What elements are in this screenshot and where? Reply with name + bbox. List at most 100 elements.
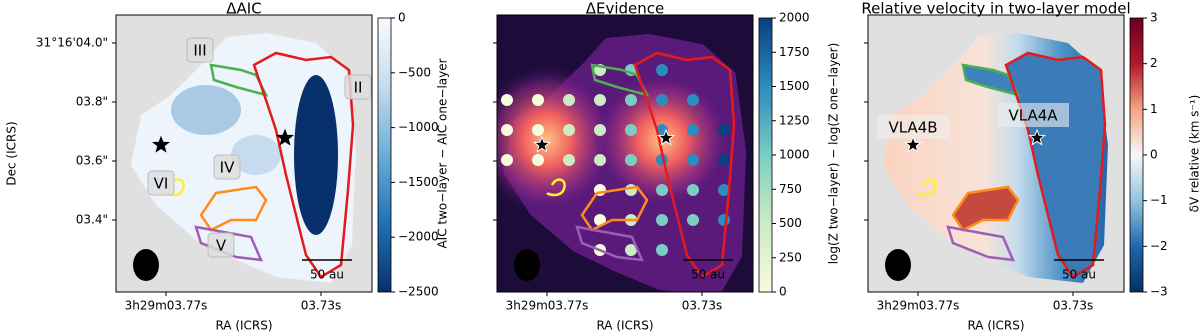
evidence-dot xyxy=(718,154,730,166)
source-label-box xyxy=(877,115,949,139)
colorbar xyxy=(1129,17,1144,293)
star xyxy=(533,135,551,153)
star xyxy=(657,128,675,146)
colorbar-tick-label: −1500 xyxy=(398,175,439,189)
region-tag: II xyxy=(354,79,363,97)
axes-frame xyxy=(867,14,1125,293)
evidence-dot xyxy=(656,184,668,196)
map-patch xyxy=(171,85,241,135)
colorbar-tick-label: 250 xyxy=(779,250,802,264)
evidence-dot xyxy=(594,94,606,106)
colorbar-label: δV relative (km s⁻¹) xyxy=(1188,95,1200,213)
region-contour xyxy=(194,225,264,262)
region-contour xyxy=(252,51,355,279)
colorbar-tick-label: 1750 xyxy=(779,45,810,59)
evidence-dot xyxy=(687,124,699,136)
region-contour xyxy=(633,51,736,279)
region-tag-box xyxy=(147,170,175,196)
evidence-dot xyxy=(501,154,513,166)
map-patch xyxy=(963,65,1018,95)
evidence-dot xyxy=(625,124,637,136)
colorbar-label: AIC two−layer − AIC one−layer xyxy=(436,58,450,248)
y-tick-label: 03.8" xyxy=(76,95,108,109)
evidence-dot xyxy=(656,64,668,76)
evidence-dot xyxy=(563,154,575,166)
evidence-dot xyxy=(594,154,606,166)
evidence-dot xyxy=(718,214,730,226)
region-tag-box xyxy=(213,154,241,180)
region-contour xyxy=(946,225,1016,262)
evidence-dot xyxy=(532,94,544,106)
y-axis-label: Dec (ICRS) xyxy=(5,121,19,185)
region-tag: V xyxy=(216,237,227,255)
region-tag-box xyxy=(186,37,214,63)
colorbar-tick-label: 1000 xyxy=(779,148,810,162)
map-patch xyxy=(294,75,338,235)
beam xyxy=(885,249,911,281)
region-contour xyxy=(546,178,566,197)
colorbar-tick-label: 1500 xyxy=(779,79,810,93)
x-axis-label: RA (ICRS) xyxy=(596,319,653,333)
map-glow xyxy=(592,70,732,210)
colorbar xyxy=(758,17,773,293)
source-label-box xyxy=(997,103,1069,127)
x-tick-label: 3h29m03.77s xyxy=(125,299,208,313)
x-tick-label: 3h29m03.77s xyxy=(877,299,960,313)
map: 50 au xyxy=(497,15,753,292)
source-label: VLA4B xyxy=(888,119,937,137)
star xyxy=(1028,128,1046,146)
region-contour xyxy=(209,63,269,97)
colorbar-tick-label: 3 xyxy=(1150,11,1158,25)
colorbar xyxy=(377,17,392,293)
star xyxy=(904,135,922,153)
colorbar-tick-label: 1250 xyxy=(779,113,810,127)
region-contour xyxy=(199,185,268,232)
region-contour xyxy=(961,63,1021,97)
evidence-dot xyxy=(687,214,699,226)
colorbar-tick-label: 2000 xyxy=(779,11,810,25)
region-tag-box xyxy=(207,232,235,258)
colorbar-tick-label: −1000 xyxy=(398,120,439,134)
evidence-dot xyxy=(501,124,513,136)
colorbar-tick-label: 0 xyxy=(398,11,406,25)
panel-title: Relative velocity in two-layer model xyxy=(861,0,1130,18)
region-tag: IV xyxy=(220,159,235,177)
colorbar-tick-label: 2 xyxy=(1150,56,1158,70)
colorbar-tick-label: −2 xyxy=(1150,239,1168,253)
region-contour xyxy=(917,178,937,197)
region-contour xyxy=(590,63,650,97)
panel-title: ΔEvidence xyxy=(586,0,665,18)
colorbar-tick-label: 500 xyxy=(779,216,802,230)
evidence-dot xyxy=(563,124,575,136)
evidence-dot xyxy=(625,184,637,196)
scale-bar-label: 50 au xyxy=(310,268,344,282)
scale-bar-label: 50 au xyxy=(1062,268,1096,282)
evidence-dot xyxy=(594,124,606,136)
region-contour xyxy=(1004,51,1107,279)
evidence-dot xyxy=(656,244,668,256)
x-tick-label: 3h29m03.77s xyxy=(506,299,589,313)
x-tick-label: 03.73s xyxy=(301,299,342,313)
axes-frame xyxy=(115,14,373,293)
evidence-dot xyxy=(532,124,544,136)
colorbar-tick-label: −500 xyxy=(398,65,431,79)
x-tick-label: 03.73s xyxy=(682,299,723,313)
evidence-dot xyxy=(625,94,637,106)
colorbar-tick-label: 0 xyxy=(779,285,787,299)
colorbar-tick-label: −2500 xyxy=(398,285,439,299)
x-axis-label: RA (ICRS) xyxy=(967,319,1024,333)
source-label: VLA4A xyxy=(1008,107,1058,125)
evidence-dot xyxy=(501,94,513,106)
evidence-dot xyxy=(625,244,637,256)
panel: VLA4B VLA4A 50 au Relative velocity in two-… xyxy=(861,0,1200,333)
y-tick-label: 31°16'04.0" xyxy=(36,36,108,50)
scale-bar-label: 50 au xyxy=(691,268,725,282)
colorbar-tick-label: 1 xyxy=(1150,102,1158,116)
x-tick-label: 03.73s xyxy=(1053,299,1094,313)
evidence-dot xyxy=(687,184,699,196)
map: VLA4B VLA4A 50 au xyxy=(868,15,1124,292)
x-axis-label: RA (ICRS) xyxy=(215,319,272,333)
